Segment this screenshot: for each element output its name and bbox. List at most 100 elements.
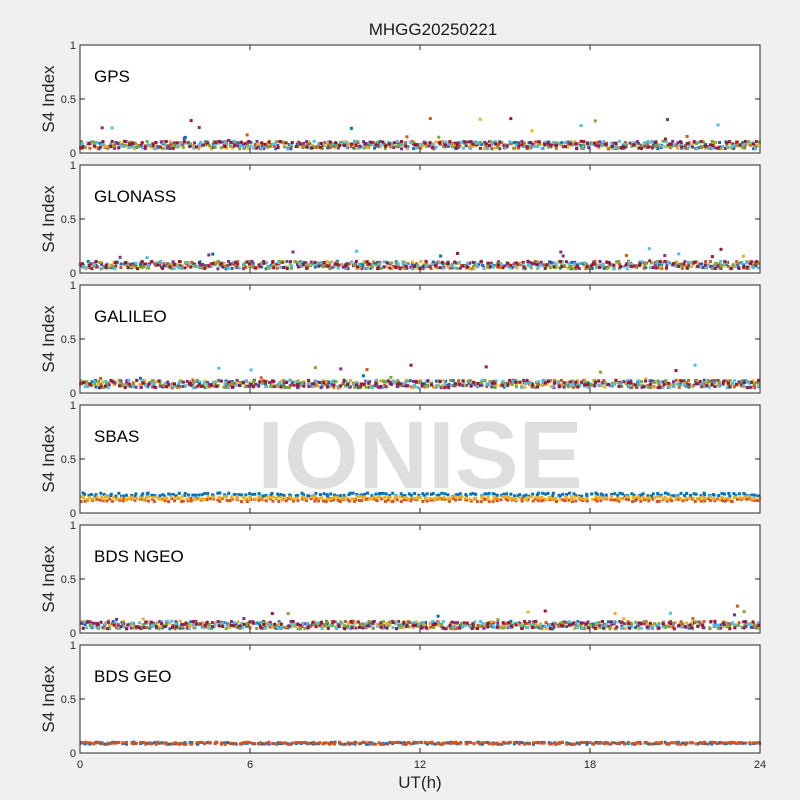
- data-point: [348, 262, 351, 266]
- data-point: [118, 626, 121, 630]
- data-point: [376, 625, 380, 628]
- data-point: [112, 495, 115, 499]
- data-point: [424, 264, 428, 268]
- data-point: [89, 624, 93, 627]
- data-point: [520, 139, 524, 143]
- data-point: [81, 145, 85, 149]
- data-point: [570, 379, 574, 383]
- data-point: [371, 386, 375, 390]
- data-point: [412, 265, 416, 269]
- data-point: [116, 141, 120, 145]
- data-point: [688, 496, 691, 500]
- data-point: [109, 492, 113, 496]
- data-point: [679, 742, 683, 746]
- data-point: [722, 623, 726, 627]
- data-point: [444, 741, 448, 745]
- data-point: [99, 376, 103, 380]
- data-point: [703, 493, 707, 497]
- data-point: [501, 266, 505, 270]
- data-point: [206, 381, 209, 385]
- data-point: [114, 621, 118, 625]
- data-point: [178, 496, 182, 500]
- data-point: [428, 622, 432, 626]
- data-point: [458, 495, 462, 499]
- data-point: [638, 260, 642, 264]
- data-point: [424, 144, 428, 148]
- data-point: [620, 624, 624, 628]
- data-point: [473, 383, 477, 387]
- data-point: [246, 143, 249, 147]
- data-point: [172, 263, 176, 267]
- data-point: [405, 496, 409, 500]
- data-point: [171, 492, 175, 496]
- data-point: [369, 266, 373, 270]
- data-point: [651, 385, 655, 389]
- data-point: [178, 742, 182, 746]
- data-point: [663, 137, 667, 141]
- data-point: [587, 146, 591, 150]
- data-point: [310, 495, 314, 499]
- data-point: [531, 262, 535, 266]
- y-axis-label: S4 Index: [39, 185, 58, 253]
- data-point: [628, 141, 632, 145]
- data-point: [355, 267, 359, 271]
- data-point: [644, 379, 648, 383]
- data-point: [672, 627, 676, 631]
- data-point: [306, 263, 310, 267]
- data-point: [492, 621, 496, 625]
- data-point: [143, 262, 147, 266]
- data-point: [170, 619, 174, 623]
- data-point: [302, 142, 306, 145]
- data-point: [541, 263, 545, 267]
- data-point: [622, 617, 626, 621]
- data-point: [473, 620, 477, 624]
- data-point: [268, 620, 272, 624]
- data-point: [522, 265, 526, 269]
- data-point: [464, 496, 468, 500]
- data-point: [635, 497, 639, 501]
- data-point: [99, 491, 103, 495]
- data-point: [303, 627, 307, 630]
- data-point: [420, 382, 424, 386]
- data-point: [349, 378, 352, 382]
- data-point: [365, 260, 369, 264]
- data-point: [103, 384, 107, 388]
- data-point: [300, 383, 304, 387]
- data-point: [734, 264, 738, 268]
- data-point: [328, 140, 332, 144]
- data-point: [656, 623, 660, 627]
- data-point: [511, 380, 515, 384]
- data-point: [582, 140, 586, 144]
- data-point: [723, 262, 727, 266]
- data-point: [206, 494, 210, 498]
- data-point: [492, 495, 496, 498]
- data-point: [334, 141, 338, 145]
- data-point: [683, 625, 687, 629]
- data-point: [100, 143, 104, 147]
- data-point: [523, 385, 527, 389]
- data-point: [655, 261, 659, 265]
- data-point: [189, 119, 193, 123]
- data-point: [435, 494, 439, 498]
- data-point: [251, 621, 255, 625]
- data-point: [558, 497, 562, 501]
- data-point: [403, 493, 407, 497]
- data-point: [531, 492, 535, 496]
- data-point: [536, 499, 540, 503]
- data-point: [612, 141, 616, 145]
- data-point: [547, 145, 551, 149]
- data-point: [438, 266, 442, 270]
- data-point: [366, 145, 370, 149]
- data-point: [379, 384, 383, 388]
- data-point: [465, 494, 469, 498]
- data-point: [367, 262, 371, 266]
- data-point: [543, 624, 547, 628]
- data-point: [316, 262, 320, 266]
- data-point: [92, 379, 96, 383]
- data-point: [276, 384, 280, 388]
- data-point: [537, 496, 541, 500]
- data-point: [573, 260, 577, 264]
- data-point: [353, 385, 357, 389]
- data-point: [475, 262, 479, 266]
- data-point: [133, 147, 137, 150]
